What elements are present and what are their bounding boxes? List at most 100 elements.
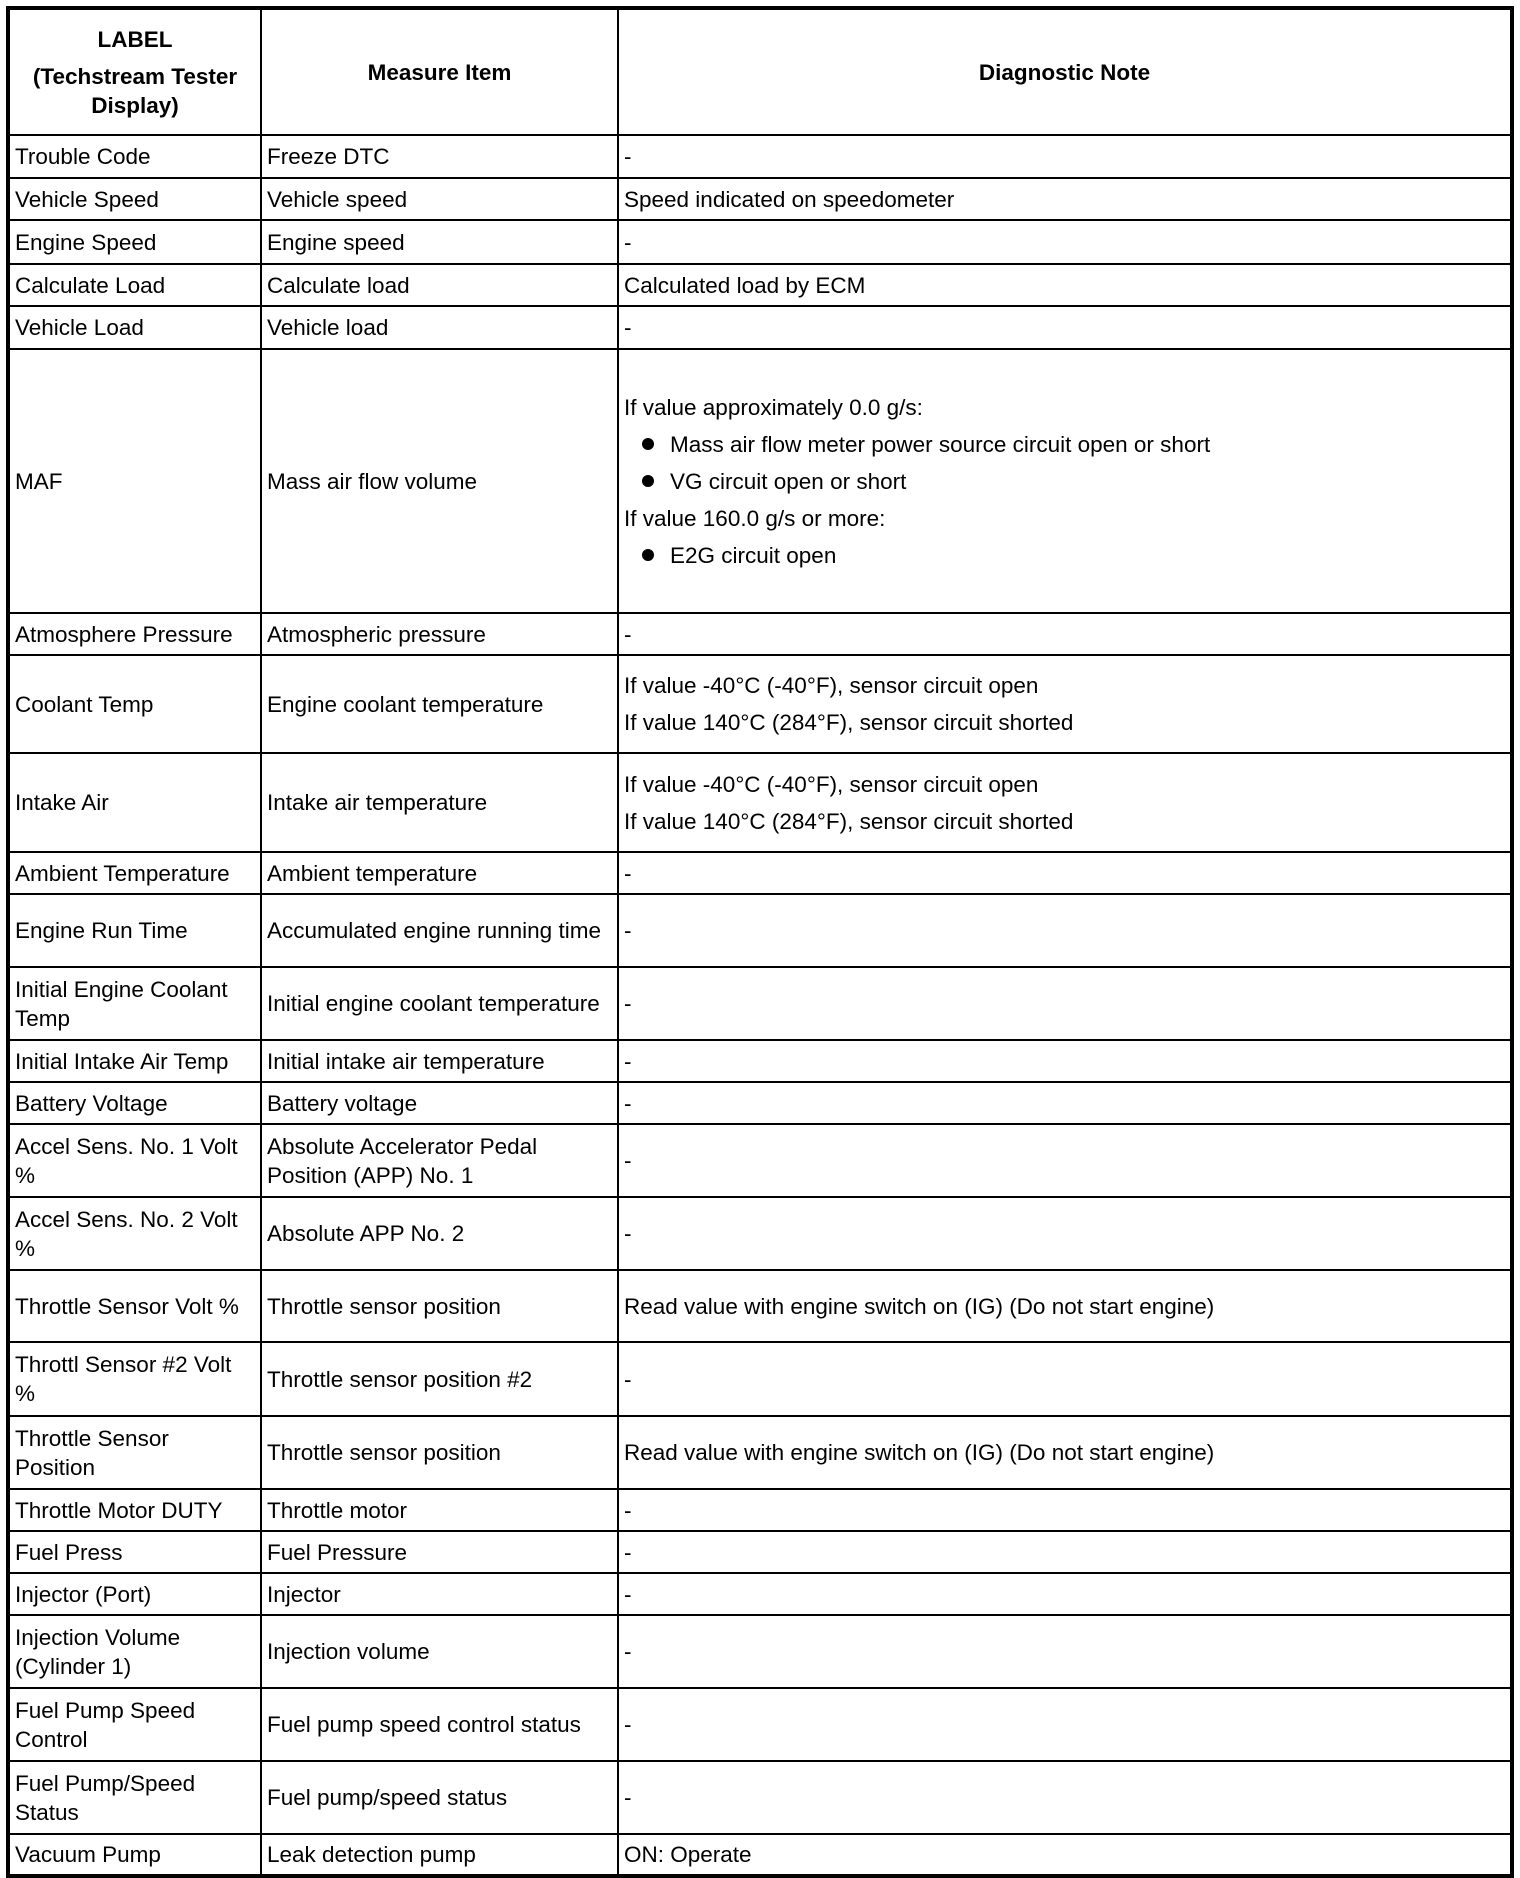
diagnostic-note-cell: - [617, 966, 1513, 1041]
diagnostic-note-cell: Read value with engine switch on (IG) (D… [617, 1415, 1513, 1490]
table-row: Vacuum Pump Leak detection pump ON: Operat… [7, 1833, 1513, 1877]
note-text: If value 140°C (284°F), sensor circuit s… [624, 808, 1074, 834]
table-row: Throttle Sensor Volt % Throttle sensor po… [7, 1269, 1513, 1343]
measure-item-cell: Freeze DTC [260, 134, 619, 179]
note-text: If value approximately 0.0 g/s: [624, 394, 923, 420]
table-row: Injection Volume (Cylinder 1) Injection v… [7, 1614, 1513, 1689]
label-cell: Ambient Temperature [7, 851, 262, 895]
diagnostic-note-cell: - [617, 1081, 1513, 1125]
table-row: Intake Air Intake air temperature If value… [7, 752, 1513, 853]
diagnostic-note-cell: - [617, 134, 1513, 179]
header-label-title: LABEL [97, 26, 173, 52]
note-line: If value 140°C (284°F), sensor circuit s… [624, 807, 1505, 836]
measure-item-cell: Mass air flow volume [260, 348, 619, 614]
label-cell: Trouble Code [7, 134, 262, 179]
label-cell: Battery Voltage [7, 1081, 262, 1125]
diagnostic-note-cell: - [617, 1123, 1513, 1198]
note-line: If value 140°C (284°F), sensor circuit s… [624, 708, 1505, 737]
note-line: If value 160.0 g/s or more: [624, 504, 1505, 533]
bullet-icon [642, 437, 654, 450]
measure-item-cell: Intake air temperature [260, 752, 619, 853]
measure-item-cell: Engine coolant temperature [260, 654, 619, 754]
note-line: If value -40°C (-40°F), sensor circuit o… [624, 770, 1505, 799]
table-row: Vehicle Load Vehicle load - [7, 305, 1513, 350]
measure-item-cell: Ambient temperature [260, 851, 619, 895]
diagnostic-note-cell: - [617, 1039, 1513, 1083]
diagnostic-note-cell: - [617, 1760, 1513, 1835]
note-text: If value -40°C (-40°F), sensor circuit o… [624, 771, 1039, 797]
label-cell: Throttle Sensor Position [7, 1415, 262, 1490]
table-row: Fuel Pump/Speed Status Fuel pump/speed st… [7, 1760, 1513, 1835]
diagnostic-note-cell: Read value with engine switch on (IG) (D… [617, 1269, 1513, 1343]
measure-item-cell: Throttle sensor position [260, 1269, 619, 1343]
diagnostic-note-cell: - [617, 612, 1513, 656]
diagnostic-note-cell: - [617, 1614, 1513, 1689]
note-text: If value -40°C (-40°F), sensor circuit o… [624, 673, 1039, 698]
measure-item-cell: Throttle sensor position [260, 1415, 619, 1490]
measure-item-cell: Throttle motor [260, 1488, 619, 1532]
diagnostic-note-cell: - [617, 893, 1513, 968]
diagnostic-note-cell: - [617, 1341, 1513, 1417]
diagnostic-note-cell: - [617, 305, 1513, 350]
table-row: Coolant Temp Engine coolant temperature If… [7, 654, 1513, 754]
note-bullet-item: VG circuit open or short [624, 467, 1505, 496]
note-text: If value 140°C (284°F), sensor circuit s… [624, 710, 1074, 735]
table-row: Engine Speed Engine speed - [7, 219, 1513, 265]
table-row: Atmosphere Pressure Atmospheric pressure - [7, 612, 1513, 656]
note-text: VG circuit open or short [670, 468, 907, 494]
diagnostic-note-cell: Speed indicated on speedometer [617, 177, 1513, 221]
table-row: Accel Sens. No. 1 Volt % Absolute Acceler… [7, 1123, 1513, 1198]
table-row: Accel Sens. No. 2 Volt % Absolute APP No.… [7, 1196, 1513, 1271]
diagnostic-note-cell: Calculated load by ECM [617, 263, 1513, 307]
measure-item-cell: Injection volume [260, 1614, 619, 1689]
label-cell: Intake Air [7, 752, 262, 853]
note-text: If value 160.0 g/s or more: [624, 505, 886, 531]
label-cell: MAF [7, 348, 262, 614]
note-text: E2G circuit open [670, 542, 837, 568]
diagnostic-note-cell: If value approximately 0.0 g/s: Mass air … [617, 348, 1513, 614]
note-bullet-item: Mass air flow meter power source circuit… [624, 430, 1505, 459]
table-row: Fuel Press Fuel Pressure - [7, 1530, 1513, 1574]
table-row: Initial Intake Air Temp Initial intake ai… [7, 1039, 1513, 1083]
measure-item-cell: Fuel pump speed control status [260, 1687, 619, 1762]
diagnostic-note-cell: - [617, 1572, 1513, 1616]
header-diagnostic-note: Diagnostic Note [617, 7, 1513, 136]
header-label: LABEL (Techstream Tester Display) [7, 7, 262, 136]
measure-item-cell: Vehicle load [260, 305, 619, 350]
diagnostic-note-cell: ON: Operate [617, 1833, 1513, 1877]
measure-item-cell: Calculate load [260, 263, 619, 307]
label-cell: Initial Engine Coolant Temp [7, 966, 262, 1041]
label-cell: Fuel Pump Speed Control [7, 1687, 262, 1762]
label-cell: Atmosphere Pressure [7, 612, 262, 656]
measure-item-cell: Engine speed [260, 219, 619, 265]
table-row: Engine Run Time Accumulated engine runnin… [7, 893, 1513, 968]
table-row: Vehicle Speed Vehicle speed Speed indicate… [7, 177, 1513, 221]
table-row: Fuel Pump Speed Control Fuel pump speed c… [7, 1687, 1513, 1762]
diagnostic-note-cell: - [617, 851, 1513, 895]
note-bullet-item: E2G circuit open [624, 541, 1505, 570]
label-cell: Coolant Temp [7, 654, 262, 754]
label-cell: Injector (Port) [7, 1572, 262, 1616]
label-cell: Fuel Pump/Speed Status [7, 1760, 262, 1835]
diagnostic-note-cell: - [617, 1488, 1513, 1532]
measure-item-cell: Leak detection pump [260, 1833, 619, 1877]
label-cell: Calculate Load [7, 263, 262, 307]
table-row: MAF Mass air flow volume If value approxim… [7, 348, 1513, 614]
table-row: Injector (Port) Injector - [7, 1572, 1513, 1616]
measure-item-cell: Fuel Pressure [260, 1530, 619, 1574]
measure-item-cell: Vehicle speed [260, 177, 619, 221]
note-text: Mass air flow meter power source circuit… [670, 431, 1211, 457]
measure-item-cell: Initial intake air temperature [260, 1039, 619, 1083]
diagnostic-note-cell: If value -40°C (-40°F), sensor circuit o… [617, 752, 1513, 853]
label-cell: Engine Speed [7, 219, 262, 265]
measure-item-cell: Accumulated engine running time [260, 893, 619, 968]
measure-item-cell: Atmospheric pressure [260, 612, 619, 656]
label-cell: Throttle Sensor Volt % [7, 1269, 262, 1343]
data-list-table: LABEL (Techstream Tester Display) Measur… [6, 6, 1514, 1878]
label-cell: Fuel Press [7, 1530, 262, 1574]
note-line: If value -40°C (-40°F), sensor circuit o… [624, 671, 1505, 700]
measure-item-cell: Throttle sensor position #2 [260, 1341, 619, 1417]
table-header-row: LABEL (Techstream Tester Display) Measur… [7, 7, 1513, 136]
table-row: Throttl Sensor #2 Volt % Throttle sensor … [7, 1341, 1513, 1417]
label-cell: Vehicle Speed [7, 177, 262, 221]
